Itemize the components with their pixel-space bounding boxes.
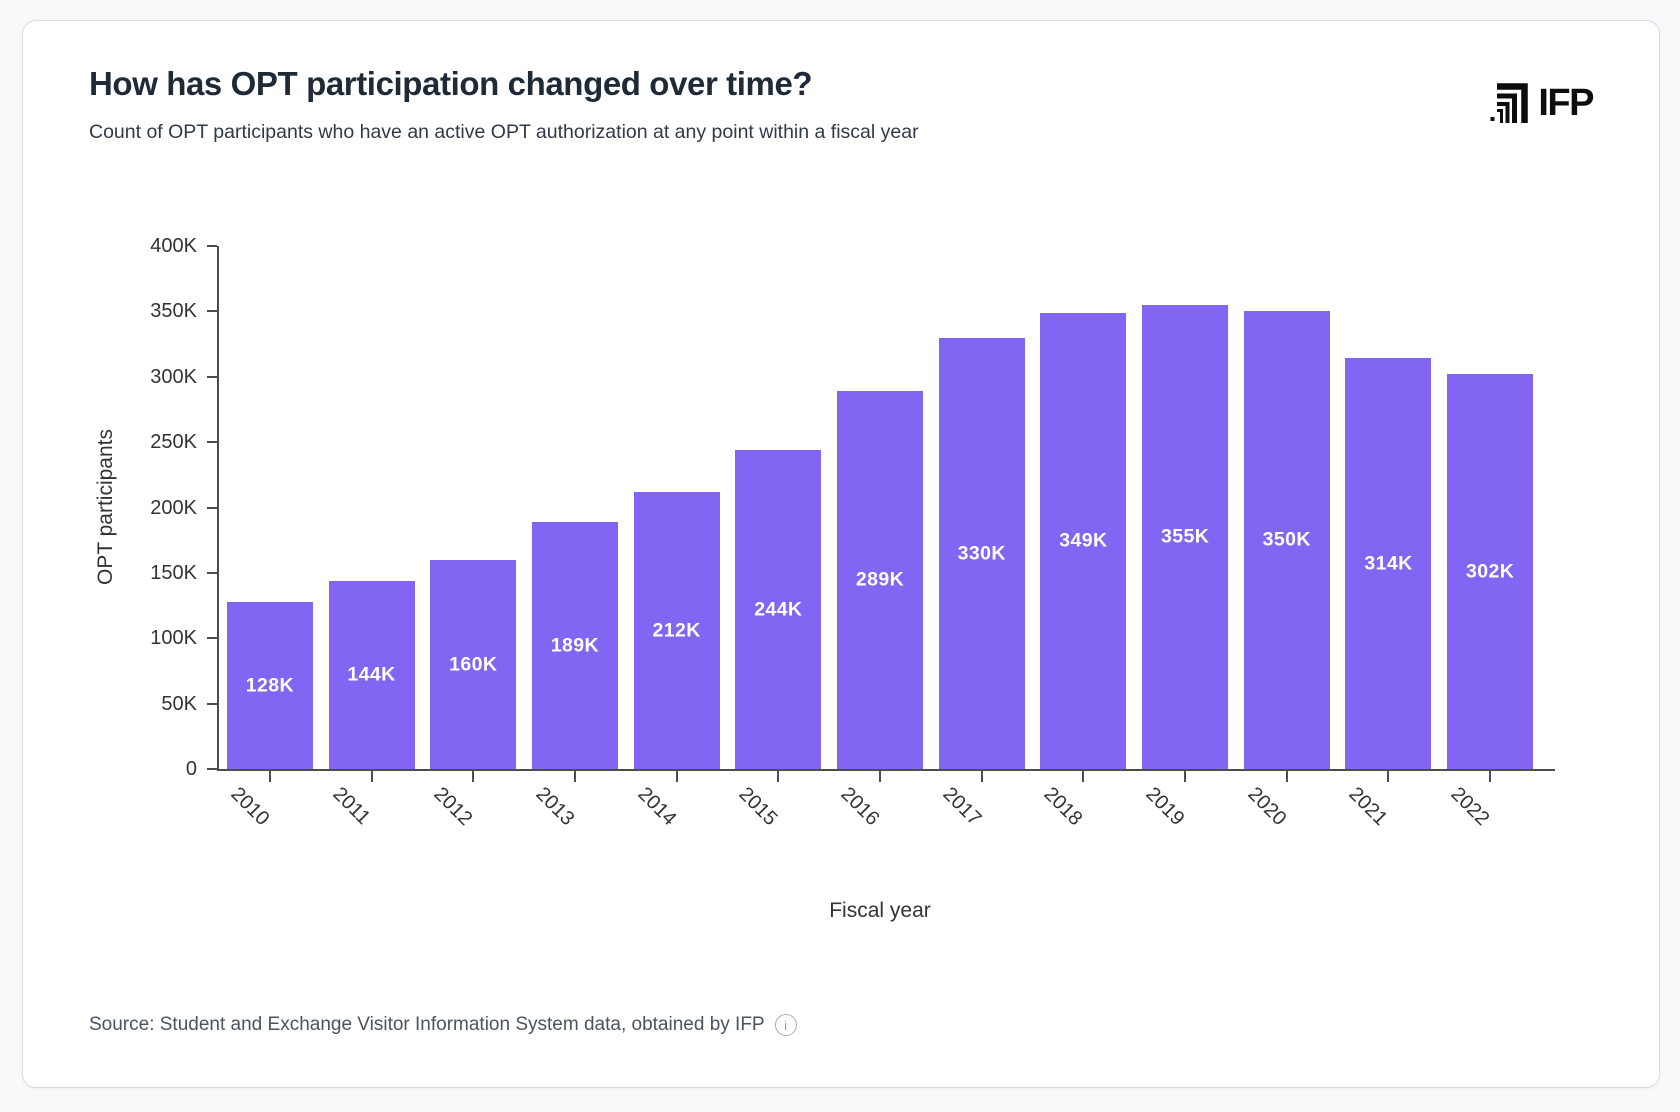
bar-2010[interactable]: 128K [226, 602, 313, 769]
source-note: Source: Student and Exchange Visitor Inf… [89, 1014, 797, 1036]
ifp-logo-text: IFP [1538, 82, 1594, 124]
bar-2017[interactable]: 330K [938, 338, 1025, 769]
y-tick-mark [207, 702, 217, 705]
bar-value-label: 349K [1059, 529, 1108, 552]
bar-2011[interactable]: 144K [328, 581, 415, 769]
x-tick-label: 2017 [938, 783, 986, 831]
bar-2014[interactable]: 212K [633, 492, 720, 769]
x-tick-label: 2015 [734, 783, 782, 831]
x-axis-title: Fiscal year [829, 899, 931, 922]
bar-value-label: 330K [957, 542, 1006, 564]
bar-2016[interactable]: 289K [837, 391, 923, 769]
y-tick-label: 250K [150, 431, 197, 454]
page-subtitle: Count of OPT participants who have an ac… [89, 121, 919, 143]
x-tick-label: 2021 [1344, 783, 1392, 831]
bar-value-label: 189K [550, 634, 600, 656]
bar-value-label: 244K [754, 598, 803, 620]
x-tick-mark [980, 771, 983, 782]
y-tick-mark [207, 506, 217, 509]
bar-2019[interactable]: 355K [1142, 305, 1229, 769]
bar-2020[interactable]: 350K [1243, 311, 1330, 769]
bar-value-label: 212K [652, 619, 701, 641]
page-title: How has OPT participation changed over t… [89, 65, 813, 102]
chart-card: How has OPT participation changed over t… [22, 20, 1660, 1088]
bar-2021[interactable]: 314K [1345, 358, 1432, 769]
info-icon[interactable]: i [774, 1014, 797, 1036]
y-tick-label: 400K [150, 235, 197, 257]
bar-2012[interactable]: 160K [430, 560, 517, 769]
x-tick-mark [370, 771, 373, 782]
plot-area: OPT participants Fiscal year 0 50K 100K 150… [94, 235, 1555, 922]
y-tick-label: 0 [185, 758, 197, 780]
x-tick-label: 2010 [226, 783, 274, 831]
y-tick-label: 200K [150, 496, 197, 519]
bar-2013[interactable]: 189K [531, 522, 618, 769]
y-tick-mark [207, 375, 217, 378]
y-tick-label: 100K [150, 627, 197, 650]
bar-value-label: 144K [347, 663, 396, 686]
bar-2022[interactable]: 302K [1447, 374, 1534, 769]
y-tick-mark [207, 637, 217, 640]
bar-value-label: 289K [855, 568, 905, 591]
x-tick-mark [1184, 771, 1187, 782]
x-tick-label: 2020 [1243, 783, 1291, 831]
x-tick-mark [675, 771, 678, 782]
x-tick-label: 2016 [836, 783, 884, 831]
x-tick-mark [1387, 771, 1390, 782]
bar-value-label: 128K [245, 674, 294, 696]
ifp-nested-corners-icon [1490, 83, 1529, 123]
bar-2015[interactable]: 244K [735, 450, 822, 769]
bar-value-label: 350K [1262, 528, 1311, 551]
bar-value-label: 355K [1160, 525, 1210, 548]
x-tick-mark [1082, 771, 1085, 782]
x-tick-mark [268, 771, 271, 782]
y-tick-mark [207, 245, 217, 247]
y-tick-label: 300K [150, 365, 197, 388]
source-text: Source: Student and Exchange Visitor Inf… [89, 1014, 765, 1035]
y-tick-label: 50K [161, 692, 197, 715]
x-tick-mark [1489, 771, 1492, 782]
y-tick-label: 350K [150, 300, 197, 323]
x-tick-mark [573, 771, 576, 782]
x-tick-label: 2014 [633, 783, 681, 831]
y-tick-mark [207, 310, 217, 313]
bar-2018[interactable]: 349K [1040, 313, 1127, 769]
y-tick-mark [207, 571, 217, 574]
y-axis-line [217, 246, 219, 771]
x-tick-mark [1285, 771, 1288, 782]
x-tick-label: 2018 [1039, 783, 1087, 831]
y-tick-mark [207, 441, 217, 444]
y-tick-label: 150K [150, 561, 197, 584]
x-tick-mark [472, 771, 475, 782]
x-tick-label: 2013 [531, 783, 579, 831]
bar-value-label: 314K [1364, 552, 1413, 574]
ifp-logo: IFP [1488, 82, 1594, 124]
x-tick-label: 2012 [429, 783, 477, 831]
x-tick-mark [777, 771, 780, 782]
x-tick-mark [879, 771, 881, 782]
x-tick-label: 2011 [327, 783, 374, 829]
x-tick-label: 2022 [1446, 783, 1494, 831]
bar-value-label: 160K [449, 653, 498, 675]
x-tick-label: 2019 [1141, 783, 1189, 831]
bar-value-label: 302K [1466, 560, 1515, 582]
y-tick-mark [207, 768, 217, 770]
x-axis-line [217, 769, 1555, 771]
